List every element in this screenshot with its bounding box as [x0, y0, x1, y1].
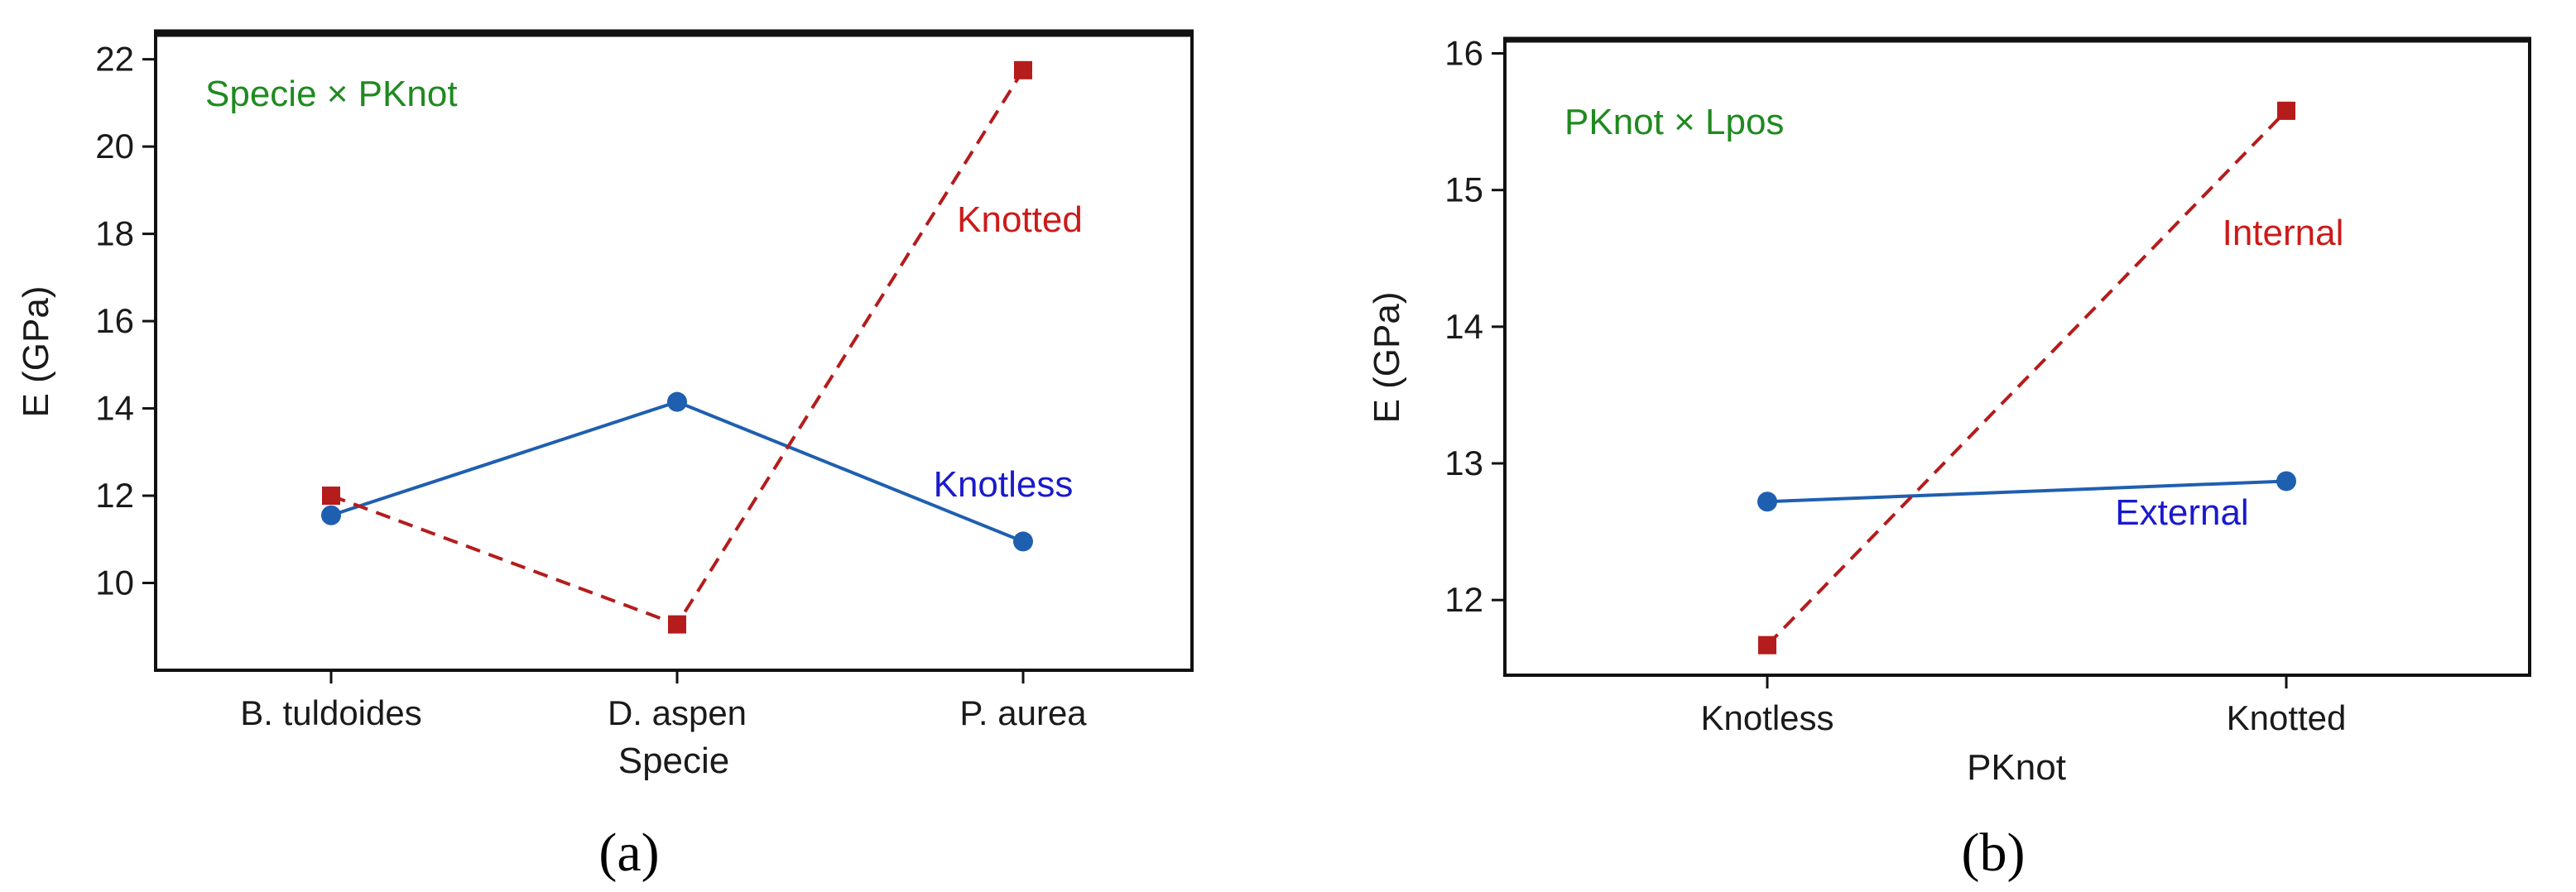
- x-axis-ticks: Knotless Knotted: [1700, 675, 2346, 737]
- y-tick-label: 14: [1444, 307, 1483, 346]
- data-point-knotless: [667, 391, 687, 412]
- x-tick-label: Knotted: [2227, 698, 2347, 737]
- x-axis-label: PKnot: [1967, 747, 2066, 788]
- data-point-knotted: [668, 615, 686, 634]
- x-axis-label: Specie: [618, 741, 730, 781]
- data-point-knotless: [1013, 531, 1033, 552]
- data-point-knotted: [322, 487, 340, 506]
- chart-panel-b: 12 13 14 15 16 Knotless Knotted External Inter…: [1367, 34, 2531, 883]
- panel-label-b: (b): [1962, 822, 2026, 883]
- y-tick-label: 14: [95, 389, 134, 428]
- series-label-external: External: [2115, 492, 2248, 533]
- series-label-internal: Internal: [2223, 213, 2344, 253]
- y-axis-label: E (GPa): [1367, 292, 1407, 424]
- y-tick-label: 18: [95, 214, 134, 253]
- series-layer: Knotless Knotted: [321, 60, 1083, 634]
- y-tick-label: 10: [95, 563, 134, 602]
- y-tick-label: 12: [95, 476, 134, 515]
- x-tick-label: P. aurea: [959, 693, 1087, 732]
- series-layer: External Internal: [1757, 101, 2344, 655]
- y-tick-label: 16: [95, 301, 134, 340]
- data-point-external: [2276, 471, 2296, 492]
- x-axis-ticks: B. tuldoides D. aspen P. aurea: [240, 670, 1087, 732]
- y-tick-label: 13: [1444, 444, 1483, 482]
- x-tick-label: D. aspen: [608, 693, 747, 732]
- panel-label-a: (a): [598, 822, 659, 883]
- x-tick-label: Knotless: [1700, 698, 1833, 737]
- y-axis-label: E (GPa): [16, 286, 56, 418]
- x-tick-label: B. tuldoides: [240, 693, 421, 732]
- y-tick-label: 20: [95, 127, 134, 165]
- series-label-knotless: Knotless: [934, 464, 1074, 505]
- y-tick-label: 16: [1444, 34, 1483, 73]
- interaction-annotation: Specie × PKnot: [205, 74, 458, 114]
- y-tick-label: 22: [95, 40, 134, 79]
- chart-panel-a: 10 12 14 16 18 20 22 B. tuldoides D. aspen P. au…: [16, 29, 1194, 883]
- series-line-external: [1766, 479, 2287, 504]
- y-tick-label: 12: [1444, 580, 1483, 619]
- data-point-internal: [1758, 635, 1776, 655]
- series-line-knotted: [330, 69, 1025, 627]
- y-axis-ticks: 10 12 14 16 18 20 22: [95, 40, 156, 602]
- y-tick-label: 15: [1444, 170, 1483, 209]
- data-point-knotless: [321, 505, 341, 525]
- interaction-annotation: PKnot × Lpos: [1564, 102, 1784, 142]
- plot-frame: [154, 31, 1194, 672]
- y-axis-ticks: 12 13 14 15 16: [1444, 34, 1505, 619]
- series-line-internal: [1766, 109, 2288, 647]
- data-point-external: [1757, 492, 1777, 512]
- data-point-internal: [2277, 101, 2295, 120]
- series-line-knotless: [330, 400, 1024, 544]
- data-point-knotted: [1014, 60, 1032, 79]
- series-label-knotted: Knotted: [957, 199, 1083, 240]
